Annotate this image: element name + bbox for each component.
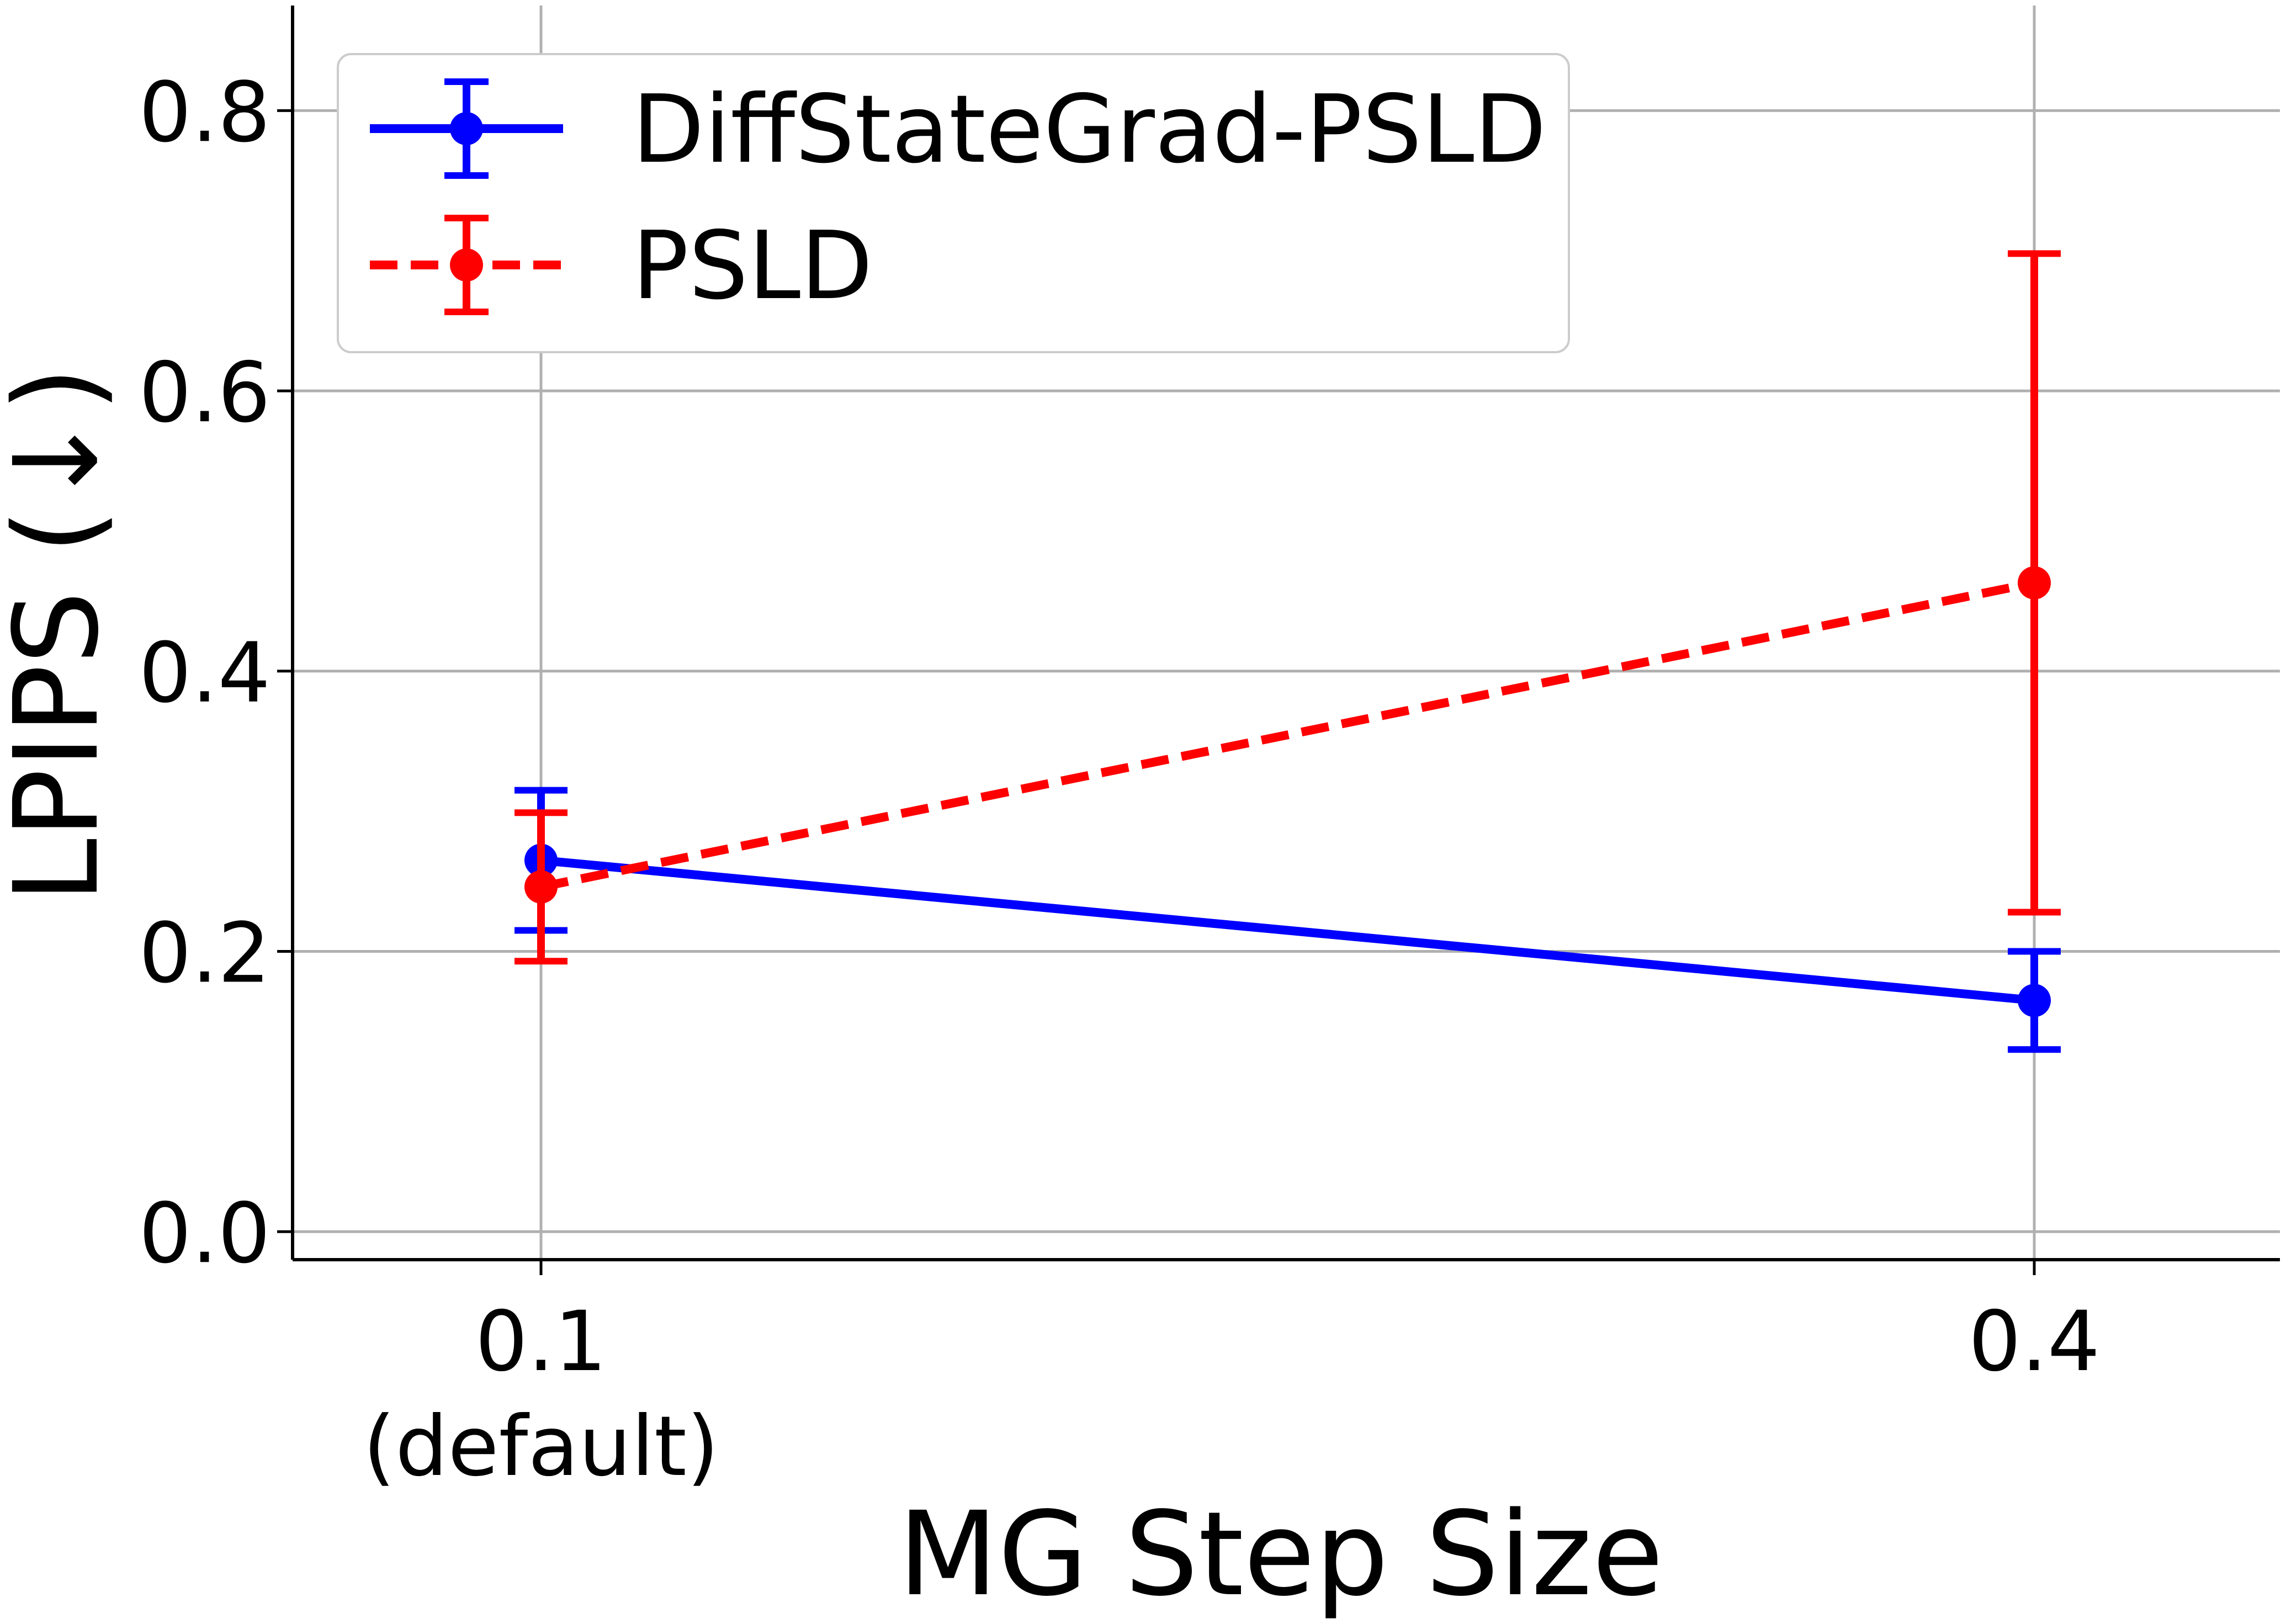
x-axis-label: MG Step Size — [898, 1487, 1664, 1622]
x-tick-label: 0.1 — [475, 1294, 607, 1390]
legend-marker — [450, 248, 483, 282]
series-line — [540, 579, 2035, 891]
data-point — [2018, 984, 2051, 1017]
y-tick-label: 0.4 — [139, 625, 270, 721]
data-point — [524, 870, 558, 904]
y-tick-label: 0.2 — [139, 906, 270, 1002]
x-axis-ticks: 0.1(default) 0.4 — [363, 1260, 2101, 1495]
legend-box — [337, 53, 1570, 353]
legend-marker — [450, 112, 483, 145]
legend-label: DiffStateGrad-PSLD — [632, 75, 1546, 184]
y-tick-label: 0.6 — [139, 345, 270, 441]
axes — [291, 6, 2280, 1261]
series-line — [540, 856, 2035, 1005]
y-tick-label: 0.0 — [139, 1186, 270, 1282]
y-axis-ticks: 0.0 0.2 0.4 0.6 0.8 — [139, 65, 293, 1282]
data-point — [2018, 566, 2051, 599]
x-tick-label: (default) — [363, 1399, 719, 1495]
y-axis-label: LPIPS (↓) — [0, 367, 124, 903]
legend: DiffStateGrad-PSLD PSLD — [337, 53, 1570, 353]
legend-label: PSLD — [632, 211, 873, 321]
y-tick-label: 0.8 — [139, 65, 270, 161]
x-tick-label: 0.4 — [1969, 1294, 2101, 1390]
series-layer — [515, 250, 2061, 1053]
